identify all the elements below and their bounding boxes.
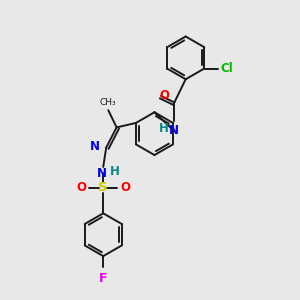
Text: CH₃: CH₃ — [100, 98, 117, 106]
Text: H: H — [110, 166, 120, 178]
Text: N: N — [90, 140, 100, 153]
Text: Cl: Cl — [221, 62, 234, 75]
Text: N: N — [97, 167, 107, 180]
Text: F: F — [99, 272, 107, 285]
Text: O: O — [160, 89, 170, 102]
Text: O: O — [120, 181, 130, 194]
Text: S: S — [98, 181, 108, 194]
Text: O: O — [76, 181, 86, 194]
Text: N: N — [169, 124, 179, 137]
Text: H: H — [159, 122, 169, 135]
